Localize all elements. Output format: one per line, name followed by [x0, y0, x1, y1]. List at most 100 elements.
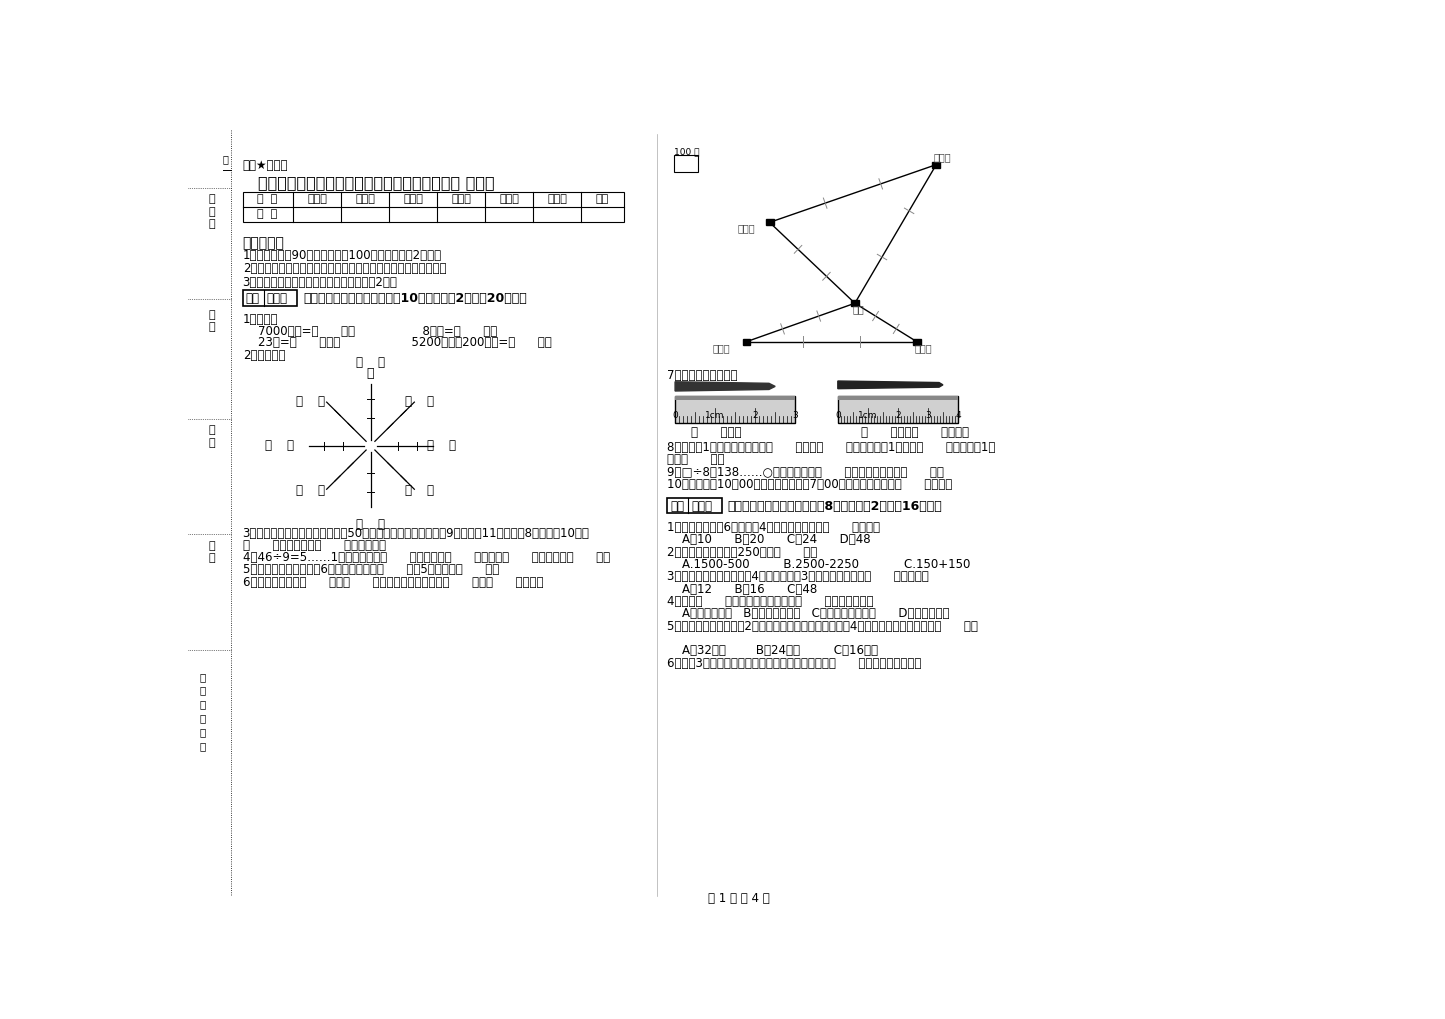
Text: 考试须知：: 考试须知： — [243, 236, 285, 251]
Text: 1cm: 1cm — [705, 412, 725, 420]
Text: 8、分针走1小格，秒针正好走（      ），是（      ）秒。分针走1大格是（      ），时针走1大: 8、分针走1小格，秒针正好走（ ），是（ ）秒。分针走1大格是（ ），时针走1大 — [668, 441, 996, 454]
Text: 选择题: 选择题 — [355, 194, 376, 204]
Bar — [743, 338, 750, 344]
Text: A.1500-500         B.2500-2250            C.150+150: A.1500-500 B.2500-2250 C.150+150 — [668, 558, 971, 571]
Text: 应用题: 应用题 — [548, 194, 568, 204]
Text: 10、小林晚上10：00睡觉，第二天早上7：00起床，他一共睡了（      ）小时。: 10、小林晚上10：00睡觉，第二天早上7：00起床，他一共睡了（ ）小时。 — [668, 478, 952, 491]
Text: 小明家: 小明家 — [712, 342, 730, 353]
Polygon shape — [838, 381, 944, 388]
Text: 题: 题 — [223, 154, 228, 164]
Text: 1、一个长方形长6厘米，宽4厘米，它的周长是（      ）厘米。: 1、一个长方形长6厘米，宽4厘米，它的周长是（ ）厘米。 — [668, 521, 880, 534]
Text: 总分: 总分 — [595, 194, 608, 204]
Text: （: （ — [199, 699, 205, 709]
Text: 道: 道 — [199, 728, 205, 737]
Text: 100 米: 100 米 — [673, 147, 699, 156]
Text: （    ）: （ ） — [428, 439, 457, 452]
Text: 姓: 姓 — [208, 310, 215, 320]
Text: 2: 2 — [894, 412, 900, 420]
Text: 4、明天（      ）会下雨，今天下午我（      ）游遍全世界。: 4、明天（ ）会下雨，今天下午我（ ）游遍全世界。 — [668, 595, 874, 608]
Text: 街: 街 — [199, 713, 205, 723]
Text: 23吨=（      ）千克                   5200千克－200千克=（      ）吨: 23吨=（ ）千克 5200千克－200千克=（ ）吨 — [243, 336, 552, 350]
Text: （    ）: （ ） — [405, 484, 433, 496]
Bar — [673, 155, 698, 171]
Text: 班: 班 — [208, 425, 215, 435]
Text: 得分: 得分 — [670, 500, 685, 514]
Text: 江西省重点小学三年级数学下学期开学考试试卷 含答案: 江西省重点小学三年级数学下学期开学考试试卷 含答案 — [259, 174, 494, 190]
Bar — [932, 162, 941, 168]
Bar — [243, 290, 296, 306]
Text: 学: 学 — [208, 541, 215, 551]
Text: 9、□÷8＝138……○，余数最大填（      ），这时被除数是（      ）。: 9、□÷8＝138……○，余数最大填（ ），这时被除数是（ ）。 — [668, 466, 944, 479]
Text: ）: ） — [199, 741, 205, 751]
Text: 一、用心思考，正确填空（共10小题，每题2分，共20分）。: 一、用心思考，正确填空（共10小题，每题2分，共20分）。 — [303, 291, 527, 305]
Text: （    ）: （ ） — [405, 394, 433, 408]
Text: 格是（      ）。: 格是（ ）。 — [668, 453, 725, 467]
Text: 4: 4 — [955, 412, 961, 420]
Text: 3、体育老师对第一小组同学进行50米跑测试，成绩如下：小红9秒，小丽11秒，小明8秒，小军10秒。: 3、体育老师对第一小组同学进行50米跑测试，成绩如下：小红9秒，小丽11秒，小明… — [243, 527, 590, 539]
Text: 综合题: 综合题 — [500, 194, 519, 204]
Text: 级: 级 — [208, 437, 215, 447]
Text: （    ）: （ ） — [355, 356, 384, 369]
Text: 2、下面的结果刚好是250的是（      ）。: 2、下面的结果刚好是250的是（ ）。 — [668, 546, 818, 558]
Text: 北: 北 — [367, 367, 374, 380]
Text: 填空题: 填空题 — [308, 194, 327, 204]
Text: 校: 校 — [208, 553, 215, 564]
Bar — [838, 395, 958, 423]
Text: A．32厘米        B．24厘米         C．16厘米: A．32厘米 B．24厘米 C．16厘米 — [668, 644, 879, 657]
Text: 7000千克=（      ）吨                  8千克=（      ）克: 7000千克=（ ）吨 8千克=（ ）克 — [243, 325, 497, 337]
Text: 题  号: 题 号 — [257, 194, 277, 204]
Bar — [668, 498, 721, 514]
Text: 2、请首先按要求在试卷的指定位置填写您的姓名、班级、学号。: 2、请首先按要求在试卷的指定位置填写您的姓名、班级、学号。 — [243, 263, 447, 275]
Text: 判断题: 判断题 — [403, 194, 423, 204]
Text: （      ）厘米（      ）毫米。: （ ）厘米（ ）毫米。 — [861, 426, 970, 439]
Text: 学校: 学校 — [853, 305, 864, 315]
Text: 6、下列3个图形中，每个小正方形都一样大，那么（      ）图形的周长最长。: 6、下列3个图形中，每个小正方形都一样大，那么（ ）图形的周长最长。 — [668, 656, 922, 669]
Text: 名: 名 — [208, 322, 215, 332]
Text: 1、考试时间：90分钟，满分为100分（含卷面分2分）。: 1、考试时间：90分钟，满分为100分（含卷面分2分）。 — [243, 250, 442, 262]
Text: 1cm: 1cm — [858, 412, 877, 420]
Text: 绝密★启用前: 绝密★启用前 — [243, 159, 288, 172]
Text: 1、换算。: 1、换算。 — [243, 313, 277, 326]
Text: 5、把一根绳子平均分成6份，每份是它的（      ），5份是它的（      ）。: 5、把一根绳子平均分成6份，每份是它的（ ），5份是它的（ ）。 — [243, 564, 499, 577]
Text: 小丽家: 小丽家 — [915, 342, 932, 353]
Text: 6、小红家在学校（      ）方（      ）米处；小明家在学校（      ）方（      ）米处。: 6、小红家在学校（ ）方（ ）米处；小明家在学校（ ）方（ ）米处。 — [243, 576, 543, 589]
Polygon shape — [675, 382, 775, 391]
Bar — [243, 192, 624, 222]
Text: （      ）毫米: （ ）毫米 — [691, 426, 741, 439]
Text: （    ）: （ ） — [296, 484, 325, 496]
Bar — [838, 395, 958, 400]
Text: 准: 准 — [208, 195, 215, 204]
Text: 3、不要在试卷上乱写乱画，卷面不整洁扣2分。: 3、不要在试卷上乱写乱画，卷面不整洁扣2分。 — [243, 275, 397, 288]
Text: 小刚家: 小刚家 — [933, 152, 951, 162]
Text: （    ）: （ ） — [355, 518, 384, 531]
Text: 小红家: 小红家 — [737, 223, 756, 233]
Text: 3: 3 — [792, 412, 798, 420]
Text: 4、46÷9=5……1中，被除数是（      ），除数是（      ），商是（      ），余数是（      ）。: 4、46÷9=5……1中，被除数是（ ），除数是（ ），商是（ ），余数是（ ）… — [243, 551, 610, 565]
Text: 0: 0 — [672, 412, 678, 420]
Text: 评卷人: 评卷人 — [691, 500, 712, 514]
Text: （      ）跑得最快，（      ）跑得最慢。: （ ）跑得最快，（ ）跑得最慢。 — [243, 539, 386, 552]
Text: 3、一个长方形花坛的宽是4米，长是宽的3倍，花坛的面积是（      ）平方米。: 3、一个长方形花坛的宽是4米，长是宽的3倍，花坛的面积是（ ）平方米。 — [668, 571, 929, 584]
Text: 2: 2 — [753, 412, 759, 420]
Bar — [851, 301, 858, 307]
Text: 第 1 页 共 4 页: 第 1 页 共 4 页 — [708, 893, 770, 905]
Text: 乡: 乡 — [199, 672, 205, 682]
Text: 7、量出钉子的长度。: 7、量出钉子的长度。 — [668, 369, 738, 382]
Bar — [766, 219, 773, 225]
Text: 3: 3 — [925, 412, 931, 420]
Text: 镇: 镇 — [199, 686, 205, 696]
Bar — [675, 395, 795, 400]
Text: 得分: 得分 — [246, 292, 260, 306]
Text: A、一定，可能   B、可能，不可能   C、不可能，不可能      D、可能，可能: A、一定，可能 B、可能，不可能 C、不可能，不可能 D、可能，可能 — [668, 607, 949, 621]
Text: 评卷人: 评卷人 — [267, 292, 288, 306]
Text: （    ）: （ ） — [264, 439, 293, 452]
Bar — [913, 338, 920, 344]
Text: 二、反复比较，慎重选择（共8小题，每题2分，共16分）。: 二、反复比较，慎重选择（共8小题，每题2分，共16分）。 — [728, 499, 942, 513]
Text: 计算题: 计算题 — [451, 194, 471, 204]
Text: （    ）: （ ） — [296, 394, 325, 408]
Text: 得  分: 得 分 — [257, 209, 277, 219]
Text: A、10      B、20      C、24      D、48: A、10 B、20 C、24 D、48 — [668, 534, 871, 546]
Bar — [675, 395, 795, 423]
Text: 5、一个正方形的边长是2厘米，现在将边长扩大到原来的4倍，现在正方形的周长是（      ）。: 5、一个正方形的边长是2厘米，现在将边长扩大到原来的4倍，现在正方形的周长是（ … — [668, 620, 978, 633]
Text: A、12      B、16      C、48: A、12 B、16 C、48 — [668, 583, 818, 596]
